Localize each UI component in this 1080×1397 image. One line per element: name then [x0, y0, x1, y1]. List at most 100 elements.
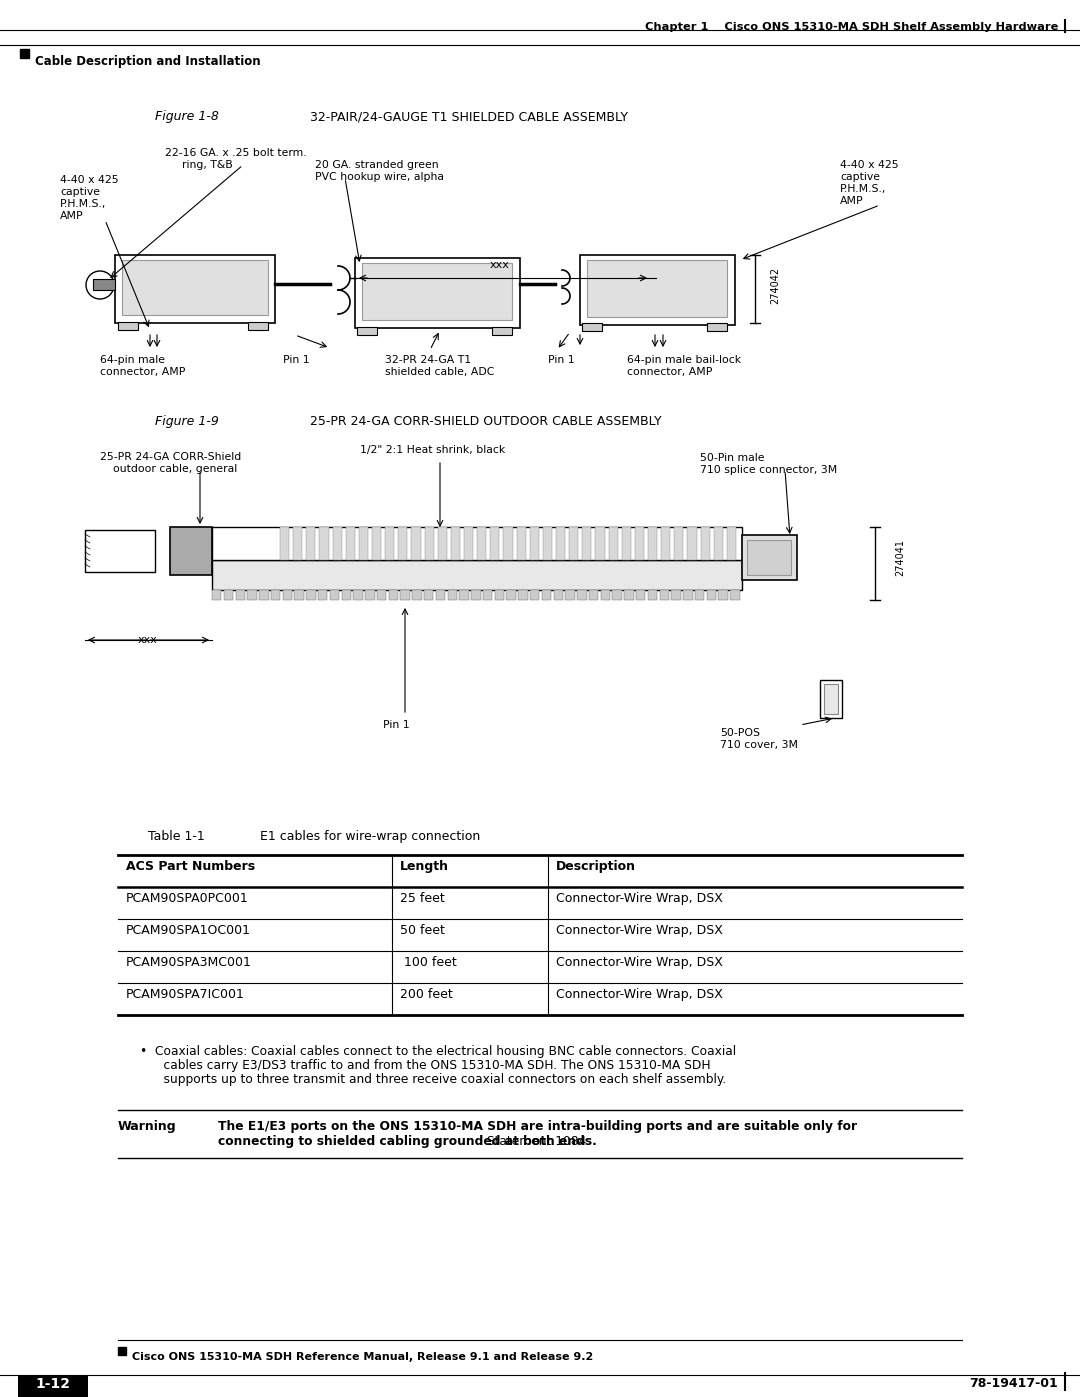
Bar [516, 527, 526, 560]
Bar [589, 590, 598, 599]
Text: 1/2" 2:1 Heat shrink, black: 1/2" 2:1 Heat shrink, black [360, 446, 505, 455]
Bar [742, 535, 797, 580]
Text: P.H.M.S.,: P.H.M.S., [840, 184, 887, 194]
Text: Pin 1: Pin 1 [548, 355, 575, 365]
Text: Pin 1: Pin 1 [383, 719, 409, 731]
Bar [707, 323, 727, 331]
Bar [612, 590, 622, 599]
Bar [580, 256, 735, 326]
Text: 710 cover, 3M: 710 cover, 3M [720, 740, 798, 750]
Bar [21, 49, 29, 59]
Text: AMP: AMP [840, 196, 864, 205]
Bar [554, 590, 563, 599]
Text: 78-19417-01: 78-19417-01 [969, 1377, 1058, 1390]
Bar [608, 527, 618, 560]
Bar [318, 590, 327, 599]
Bar [170, 527, 212, 576]
Bar [636, 590, 646, 599]
Circle shape [86, 271, 114, 299]
Bar [529, 527, 539, 560]
Bar [635, 527, 644, 560]
Text: 25-PR 24-GA CORR-Shield: 25-PR 24-GA CORR-Shield [100, 453, 241, 462]
Text: shielded cable, ADC: shielded cable, ADC [384, 367, 495, 377]
Bar [85, 529, 156, 571]
Text: xxx: xxx [138, 636, 158, 645]
Bar [530, 590, 539, 599]
Bar [490, 527, 499, 560]
Bar [212, 590, 221, 599]
Bar [492, 327, 512, 335]
Bar [212, 560, 742, 590]
Bar [820, 680, 842, 718]
Text: Length: Length [400, 861, 449, 873]
Bar [674, 527, 684, 560]
Text: 710 splice connector, 3M: 710 splice connector, 3M [700, 465, 837, 475]
Bar [660, 590, 669, 599]
Bar [248, 321, 268, 330]
Text: Description: Description [556, 861, 636, 873]
Bar [565, 590, 575, 599]
Text: supports up to three transmit and three receive coaxial connectors on each shelf: supports up to three transmit and three … [148, 1073, 726, 1085]
Text: 4-40 x 425: 4-40 x 425 [840, 161, 899, 170]
Bar [450, 527, 460, 560]
Bar [437, 527, 447, 560]
Bar [622, 527, 631, 560]
Bar [582, 527, 592, 560]
Text: captive: captive [60, 187, 100, 197]
Text: Connector-Wire Wrap, DSX: Connector-Wire Wrap, DSX [556, 893, 723, 905]
Bar [359, 527, 368, 560]
Text: Connector-Wire Wrap, DSX: Connector-Wire Wrap, DSX [556, 988, 723, 1002]
Bar [588, 260, 727, 317]
Bar [661, 527, 671, 560]
Bar [320, 527, 328, 560]
Text: 50 feet: 50 feet [400, 923, 445, 937]
Text: connector, AMP: connector, AMP [627, 367, 713, 377]
Bar [624, 590, 634, 599]
Bar [477, 527, 486, 560]
Text: 22-16 GA. x .25 bolt term.: 22-16 GA. x .25 bolt term. [165, 148, 307, 158]
Text: PCAM90SPA1OC001: PCAM90SPA1OC001 [126, 923, 251, 937]
Bar [329, 590, 339, 599]
Bar [307, 590, 315, 599]
Bar [280, 527, 289, 560]
Text: Pin 1: Pin 1 [283, 355, 310, 365]
Bar [413, 590, 421, 599]
Bar [271, 590, 281, 599]
Text: PCAM90SPA3MC001: PCAM90SPA3MC001 [126, 956, 252, 970]
Text: Figure 1-9: Figure 1-9 [156, 415, 219, 427]
Bar [582, 323, 602, 331]
Bar [283, 590, 292, 599]
Bar [507, 590, 516, 599]
Text: PVC hookup wire, alpha: PVC hookup wire, alpha [315, 172, 444, 182]
Bar [672, 590, 680, 599]
Text: PCAM90SPA7IC001: PCAM90SPA7IC001 [126, 988, 245, 1002]
Bar [295, 590, 303, 599]
Text: connecting to shielded cabling grounded at both ends.: connecting to shielded cabling grounded … [218, 1134, 597, 1148]
Bar [411, 527, 420, 560]
Text: Chapter 1    Cisco ONS 15310-MA SDH Shelf Assembly Hardware: Chapter 1 Cisco ONS 15310-MA SDH Shelf A… [645, 22, 1058, 32]
Bar [518, 590, 528, 599]
Bar [730, 590, 740, 599]
Bar [556, 527, 565, 560]
Text: P.H.M.S.,: P.H.M.S., [60, 198, 106, 210]
Bar [293, 527, 302, 560]
Text: 50-POS: 50-POS [720, 728, 760, 738]
Text: 100 feet: 100 feet [400, 956, 457, 970]
Text: outdoor cable, general: outdoor cable, general [113, 464, 238, 474]
Text: 64-pin male bail-lock: 64-pin male bail-lock [627, 355, 741, 365]
Bar [372, 527, 381, 560]
Bar [399, 527, 407, 560]
Text: E1 cables for wire-wrap connection: E1 cables for wire-wrap connection [260, 830, 481, 842]
Text: Warning: Warning [118, 1120, 177, 1133]
Text: 20 GA. stranded green: 20 GA. stranded green [315, 161, 438, 170]
Bar [471, 590, 481, 599]
Text: connector, AMP: connector, AMP [100, 367, 186, 377]
Text: 32-PR 24-GA T1: 32-PR 24-GA T1 [384, 355, 471, 365]
Bar [600, 590, 610, 599]
Text: Table 1-1: Table 1-1 [148, 830, 205, 842]
Bar [355, 258, 519, 328]
Bar [235, 590, 245, 599]
Bar [648, 590, 658, 599]
Text: cables carry E3/DS3 traffic to and from the ONS 15310-MA SDH. The ONS 15310-MA S: cables carry E3/DS3 traffic to and from … [148, 1059, 711, 1071]
Text: 64-pin male: 64-pin male [100, 355, 165, 365]
